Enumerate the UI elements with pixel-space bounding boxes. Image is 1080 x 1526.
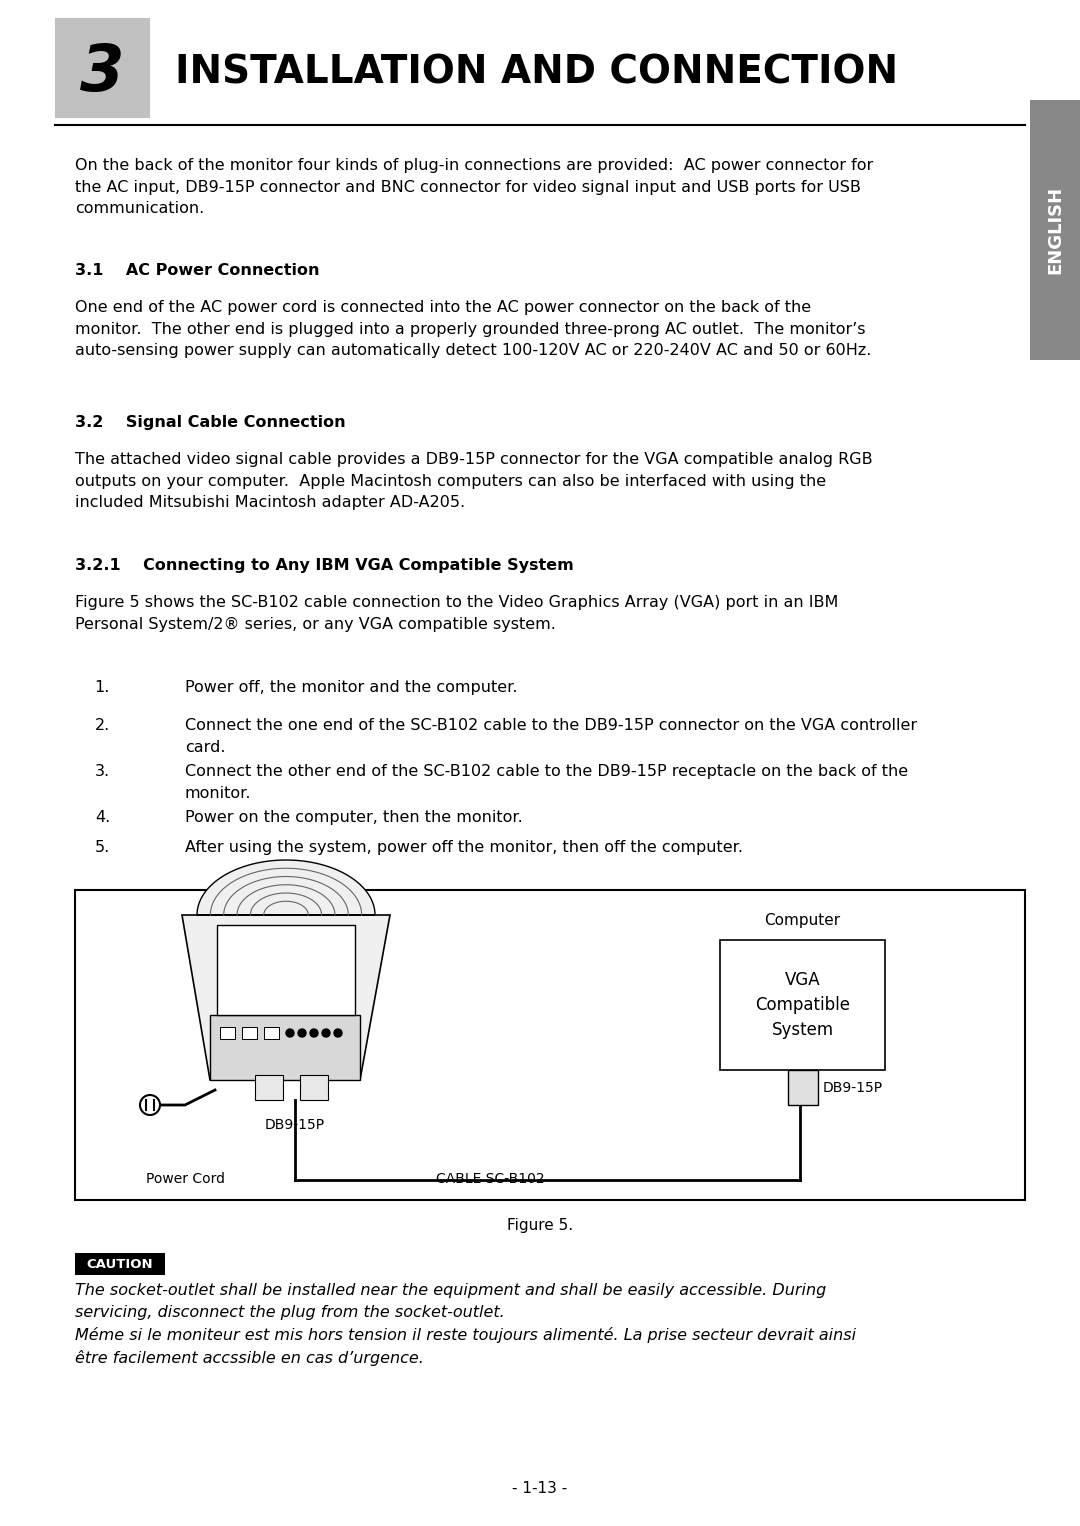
Text: 3.2    Signal Cable Connection: 3.2 Signal Cable Connection	[75, 415, 346, 430]
Bar	[255, 1074, 283, 1100]
Circle shape	[140, 1096, 160, 1116]
Text: CABLE SC-B102: CABLE SC-B102	[435, 1172, 544, 1186]
Text: VGA
Compatible
System: VGA Compatible System	[755, 971, 850, 1039]
Text: DB9-15P: DB9-15P	[823, 1080, 882, 1094]
Text: CAUTION: CAUTION	[86, 1257, 153, 1271]
Text: After using the system, power off the monitor, then off the computer.: After using the system, power off the mo…	[185, 839, 743, 855]
Text: 3: 3	[80, 43, 125, 104]
Circle shape	[322, 1029, 330, 1038]
Bar	[720, 940, 885, 1070]
Text: One end of the AC power cord is connected into the AC power connector on the bac: One end of the AC power cord is connecte…	[75, 301, 872, 359]
Bar	[75, 1253, 165, 1276]
Text: 3.: 3.	[95, 765, 110, 778]
Text: Power on the computer, then the monitor.: Power on the computer, then the monitor.	[185, 810, 523, 826]
Text: Connect the other end of the SC-B102 cable to the DB9-15P receptacle on the back: Connect the other end of the SC-B102 cab…	[185, 765, 908, 801]
Text: 1.: 1.	[95, 681, 110, 694]
Text: 3.1    AC Power Connection: 3.1 AC Power Connection	[75, 262, 320, 278]
Bar	[217, 925, 355, 1015]
Text: Computer: Computer	[765, 913, 840, 928]
Bar	[210, 1015, 360, 1080]
Text: 4.: 4.	[95, 810, 110, 826]
Text: Figure 5.: Figure 5.	[507, 1218, 573, 1233]
Circle shape	[298, 1029, 306, 1038]
Polygon shape	[183, 916, 390, 1080]
Text: Connect the one end of the SC-B102 cable to the DB9-15P connector on the VGA con: Connect the one end of the SC-B102 cable…	[185, 719, 917, 754]
Text: 2.: 2.	[95, 719, 110, 732]
Text: Power off, the monitor and the computer.: Power off, the monitor and the computer.	[185, 681, 517, 694]
Text: - 1-13 -: - 1-13 -	[512, 1482, 568, 1495]
Circle shape	[334, 1029, 342, 1038]
Bar	[75, 890, 1025, 1199]
Text: Power Cord: Power Cord	[146, 1172, 225, 1186]
Bar	[787, 1070, 818, 1105]
Circle shape	[310, 1029, 318, 1038]
Text: INSTALLATION AND CONNECTION: INSTALLATION AND CONNECTION	[175, 53, 899, 92]
Bar	[264, 1027, 279, 1039]
Text: 5.: 5.	[95, 839, 110, 855]
Text: The socket-outlet shall be installed near the equipment and shall be easily acce: The socket-outlet shall be installed nea…	[75, 1283, 856, 1366]
Text: ENGLISH: ENGLISH	[1047, 186, 1064, 275]
Bar	[220, 1027, 235, 1039]
Bar	[300, 1074, 328, 1100]
Text: Figure 5 shows the SC-B102 cable connection to the Video Graphics Array (VGA) po: Figure 5 shows the SC-B102 cable connect…	[75, 595, 838, 632]
Polygon shape	[197, 861, 375, 916]
Circle shape	[286, 1029, 294, 1038]
Text: 3.2.1    Connecting to Any IBM VGA Compatible System: 3.2.1 Connecting to Any IBM VGA Compatib…	[75, 559, 573, 572]
Text: On the back of the monitor four kinds of plug-in connections are provided:  AC p: On the back of the monitor four kinds of…	[75, 159, 874, 217]
Bar	[55, 18, 150, 118]
Bar	[1030, 101, 1080, 360]
Bar	[242, 1027, 257, 1039]
Text: The attached video signal cable provides a DB9-15P connector for the VGA compati: The attached video signal cable provides…	[75, 452, 873, 510]
Text: DB9-15P: DB9-15P	[265, 1119, 325, 1132]
